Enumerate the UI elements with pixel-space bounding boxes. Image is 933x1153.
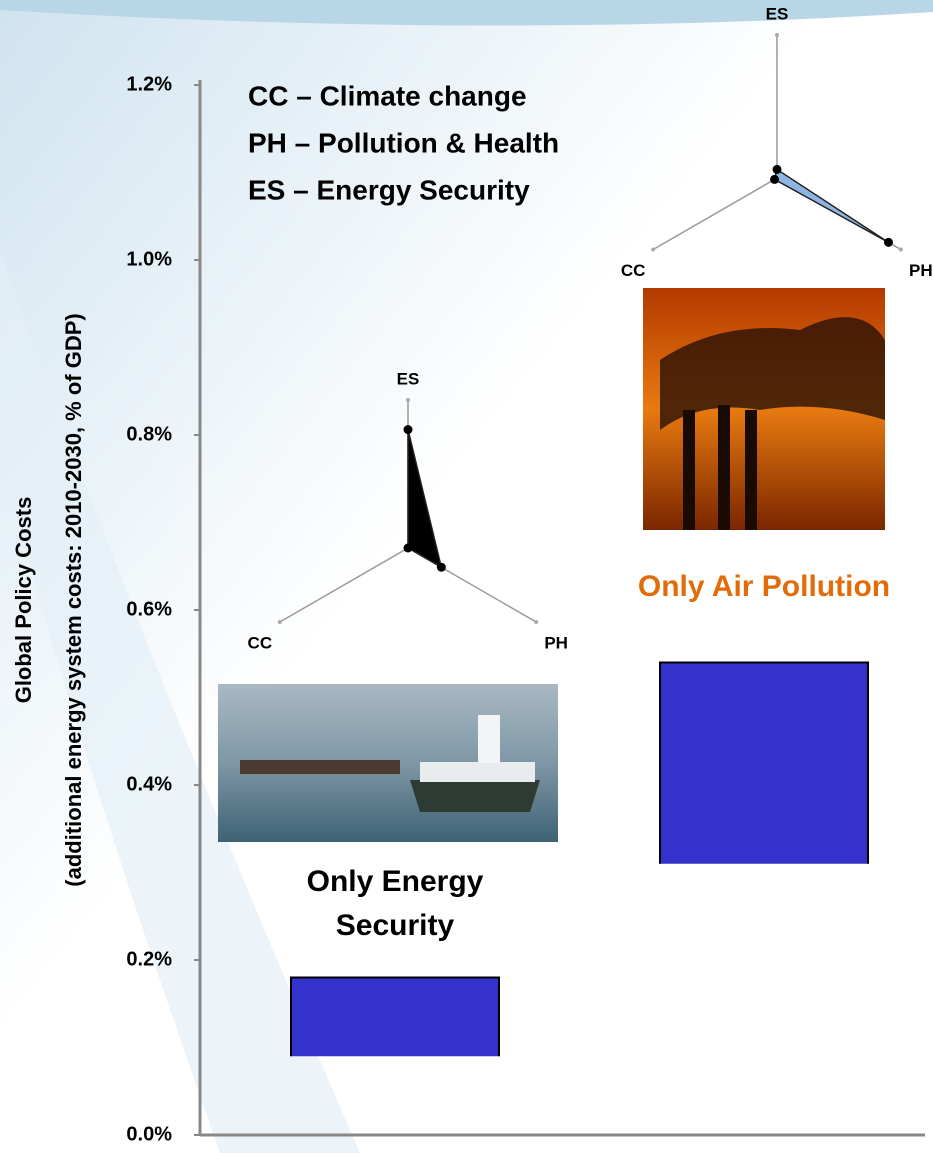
radar-axis-label: ES <box>766 4 789 23</box>
radar-axis-label: PH <box>544 633 568 652</box>
radar-point <box>772 164 782 174</box>
bar-outline <box>290 976 500 1057</box>
photo-smokestacks <box>643 288 885 530</box>
legend-line: PH – Pollution & Health <box>248 127 559 158</box>
radar-area <box>407 429 443 569</box>
category-label: Only Energy Security <box>306 865 484 942</box>
category-label: Only Air Pollution <box>637 570 891 603</box>
y-tick-label: 0.2% <box>126 948 172 970</box>
radar-axis-end <box>277 620 282 624</box>
y-tick-label: 0.8% <box>126 423 172 445</box>
radar-axis-end <box>775 33 779 37</box>
radar-axis-label: PH <box>909 261 933 280</box>
bar <box>291 977 499 1057</box>
radar-axis <box>279 547 409 623</box>
radar-axis-label: ES <box>397 369 420 388</box>
radar-axis-label: CC <box>621 261 646 280</box>
y-tick-label: 0.4% <box>126 773 172 795</box>
radar-point <box>436 562 446 572</box>
radar-point <box>403 425 413 435</box>
radar-axis-end <box>898 247 903 252</box>
y-tick-label: 0.0% <box>126 1123 172 1145</box>
radar-point <box>403 543 413 553</box>
y-tick-label: 0.6% <box>126 598 172 620</box>
radar-area <box>773 168 889 244</box>
radar-axis-end <box>406 398 410 402</box>
category-label-box: Only Energy Security <box>306 865 484 942</box>
header-band <box>0 0 933 26</box>
y-title-line: Global Policy Costs <box>11 497 36 704</box>
decor-swoosh <box>0 250 360 1153</box>
radar-point <box>883 237 893 247</box>
photo-tanker <box>218 684 558 842</box>
y-tick-label: 1.2% <box>126 73 172 95</box>
radar-axis-label: CC <box>248 633 273 652</box>
radar-axis-end <box>651 247 656 252</box>
bar <box>660 662 868 864</box>
y-tick-label: 1.0% <box>126 248 172 270</box>
y-axis-title: Global Policy Costs (additional energy s… <box>11 313 86 886</box>
radar-axis <box>652 177 778 251</box>
y-title-line: (additional energy system costs: 2010-20… <box>61 313 86 886</box>
category-label-box: Only Air Pollution <box>637 570 891 603</box>
radar-point <box>770 174 780 184</box>
legend-line: ES – Energy Security <box>248 174 530 205</box>
legend-line: CC – Climate change <box>248 80 527 111</box>
radar-axis-end <box>534 620 539 624</box>
bar-outline <box>659 661 869 864</box>
